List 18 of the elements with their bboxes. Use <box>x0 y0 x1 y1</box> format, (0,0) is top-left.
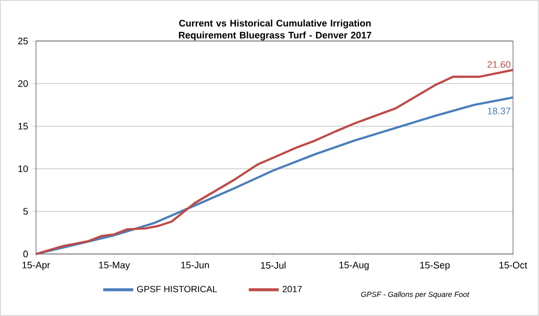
legend-label: GPSF HISTORICAL <box>137 286 217 292</box>
x-tick-label: 15-Sep <box>420 262 450 270</box>
x-tick-label: 15-Aug <box>339 262 369 270</box>
y-tick-label: 15 <box>18 122 28 130</box>
y-tick-label: 5 <box>23 208 28 215</box>
y-tick-label: 25 <box>18 38 28 44</box>
data-label: 21.60 <box>488 61 510 68</box>
legend-label: 2017 <box>282 286 302 292</box>
chart-title: Current vs Historical Cumulative Irrigation Requirement Bluegrass Turf - Denver 2017 <box>178 20 372 40</box>
x-tick-label: 15-Jun <box>181 262 209 268</box>
y-tick-label: 20 <box>18 80 28 87</box>
y-tick-label: 0 <box>23 250 28 258</box>
x-tick-label: 15-Apr <box>22 262 50 270</box>
data-label: 18.37 <box>488 108 510 114</box>
y-tick-label: 10 <box>18 165 28 172</box>
x-tick-label: 15-May <box>99 262 130 270</box>
x-tick-label: 15-Oct <box>500 262 528 268</box>
x-tick-label: 15-Jul <box>261 262 286 269</box>
